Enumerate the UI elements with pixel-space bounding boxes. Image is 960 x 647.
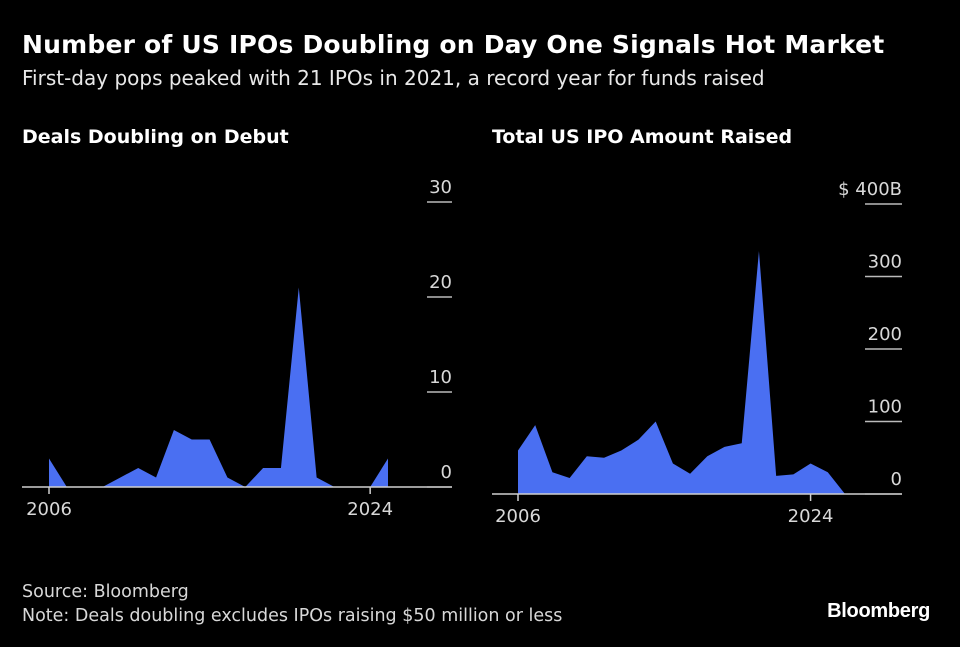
amount-point (620, 449, 623, 452)
amount-y-tick-label: 0 (891, 469, 902, 490)
amount-point (671, 462, 674, 465)
deals-y-tick-label: 30 (429, 177, 452, 198)
amount-y-tick-label: $ 400B (838, 179, 902, 200)
amount-point (740, 442, 743, 445)
amount-point (585, 455, 588, 458)
deals-area (49, 287, 388, 487)
amount-point (551, 471, 554, 474)
deals-y-tick-label: 10 (429, 367, 452, 388)
amount-raised-chart: 0 100 200 300 $ 400B 2006 2024 (492, 179, 902, 527)
amount-point (792, 473, 795, 476)
amount-point (706, 455, 709, 458)
amount-point (637, 438, 640, 441)
chart-title: Number of US IPOs Doubling on Day One Si… (22, 30, 885, 59)
deals-x-tick-label: 2006 (26, 499, 72, 520)
deals-y-tick-label: 20 (429, 272, 452, 293)
amount-point (568, 477, 571, 480)
amount-point (723, 445, 726, 448)
deals-chart-title: Deals Doubling on Debut (22, 126, 289, 148)
amount-chart-title: Total US IPO Amount Raised (492, 126, 793, 148)
footnote: Note: Deals doubling excludes IPOs raisi… (22, 606, 563, 626)
amount-y-tick-label: 200 (868, 324, 902, 345)
amount-point (654, 420, 657, 423)
bloomberg-logo: Bloomberg (827, 600, 930, 622)
amount-x-tick-label: 2006 (495, 506, 541, 527)
amount-y-tick-label: 300 (868, 252, 902, 273)
amount-point (603, 456, 606, 459)
source-note: Source: Bloomberg (22, 582, 189, 602)
amount-y-tick-label: 100 (868, 397, 902, 418)
deals-y-tick-label: 0 (441, 462, 452, 483)
amount-point (775, 474, 778, 477)
deals-x-tick-label: 2024 (347, 499, 393, 520)
chart-subtitle: First-day pops peaked with 21 IPOs in 20… (22, 66, 765, 90)
amount-point (517, 449, 520, 452)
amount-point (689, 472, 692, 475)
amount-point (534, 424, 537, 427)
amount-x-tick-label: 2024 (788, 506, 834, 527)
amount-point (757, 250, 760, 253)
deals-doubling-chart: 0 10 20 30 2006 2024 (22, 177, 452, 520)
amount-point (826, 471, 829, 474)
amount-point (809, 462, 812, 465)
amount-area (518, 251, 845, 494)
